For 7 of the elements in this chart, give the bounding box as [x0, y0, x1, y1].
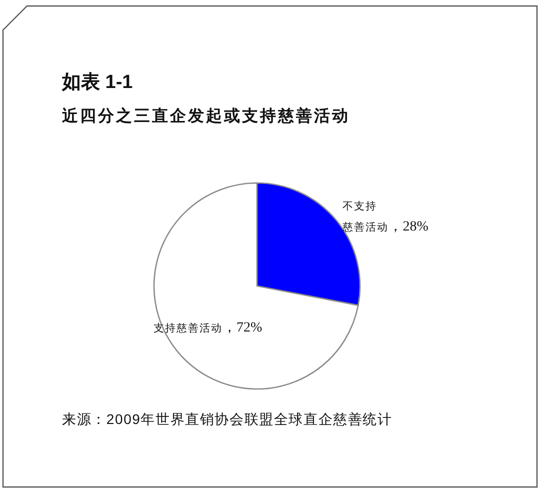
- slice-label: 支持慈善活动: [153, 322, 222, 335]
- chart-subtitle: 近四分之三直企发起或支持慈善活动: [61, 106, 350, 125]
- slice-label: 不支持慈善活动: [342, 200, 389, 234]
- data-label: ，72%: [222, 320, 262, 336]
- source-note: 来源：2009年世界直销协会联盟全球直企慈善统计: [62, 411, 392, 427]
- data-label: ，28%: [388, 220, 429, 235]
- chart-title: 如表 1-1: [61, 71, 134, 93]
